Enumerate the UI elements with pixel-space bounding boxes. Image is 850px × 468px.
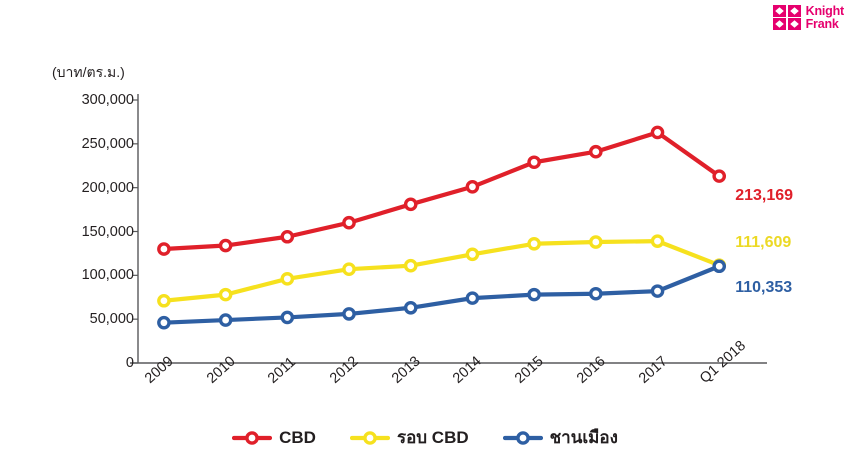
y-axis-tick-label: 150,000 bbox=[81, 223, 134, 240]
y-axis-tick-label: 0 bbox=[125, 355, 134, 371]
data-point-marker bbox=[342, 215, 356, 230]
data-point-marker bbox=[589, 144, 603, 159]
legend-marker-icon bbox=[349, 430, 390, 445]
data-point-marker bbox=[465, 179, 480, 194]
data-point-marker bbox=[527, 287, 541, 302]
logo-line-2: Frank bbox=[805, 16, 839, 31]
data-point-marker bbox=[157, 315, 171, 330]
y-axis-tick-label: 100,000 bbox=[81, 267, 134, 284]
series-line-2 bbox=[161, 264, 722, 325]
series-line-1 bbox=[161, 239, 722, 303]
data-point-marker bbox=[218, 313, 233, 327]
series-end-value-label: 111,609 bbox=[735, 234, 792, 252]
data-point-marker bbox=[589, 235, 603, 249]
data-point-marker bbox=[527, 155, 541, 170]
data-point-marker bbox=[527, 236, 541, 251]
data-point-marker bbox=[157, 293, 171, 308]
data-point-marker bbox=[403, 258, 418, 273]
y-axis-tick-label: 50,000 bbox=[89, 311, 134, 328]
legend-marker-icon bbox=[232, 430, 273, 445]
data-point-marker bbox=[218, 238, 233, 253]
y-axis-tick-label: 300,000 bbox=[81, 92, 134, 108]
logo-line-1: Knight bbox=[805, 4, 845, 18]
series-line-0 bbox=[161, 130, 722, 252]
y-axis-tick-label: 200,000 bbox=[81, 179, 134, 196]
data-point-marker bbox=[280, 229, 295, 244]
data-point-marker bbox=[650, 284, 665, 298]
series-end-value-label: 213,169 bbox=[735, 187, 794, 205]
data-point-marker bbox=[465, 291, 480, 305]
data-point-marker bbox=[157, 242, 171, 256]
y-axis-tick-label: 250,000 bbox=[81, 135, 134, 152]
data-point-marker bbox=[589, 286, 603, 301]
data-point-marker bbox=[650, 234, 665, 248]
legend-item[interactable]: ชานเมือง bbox=[502, 424, 618, 451]
data-point-marker bbox=[403, 300, 418, 315]
data-point-marker bbox=[218, 287, 233, 302]
data-point-marker bbox=[342, 307, 356, 321]
y-axis-title: (บาท/ตร.ม.) bbox=[52, 64, 125, 80]
data-point-marker bbox=[280, 272, 295, 286]
logo-wordmark: Knight Frank bbox=[805, 4, 845, 31]
knight-frank-logo-icon bbox=[772, 5, 801, 30]
legend-marker-icon bbox=[502, 430, 543, 445]
legend-item[interactable]: CBD bbox=[232, 428, 316, 448]
legend-label: CBD bbox=[279, 427, 316, 447]
data-point-marker bbox=[342, 262, 356, 276]
data-point-marker bbox=[650, 125, 665, 140]
data-point-marker bbox=[403, 197, 418, 212]
knight-frank-logo: Knight Frank bbox=[772, 4, 844, 31]
data-point-marker bbox=[712, 169, 727, 183]
data-point-marker bbox=[280, 310, 295, 325]
legend-item[interactable]: รอบ CBD bbox=[349, 424, 469, 451]
legend-label: รอบ CBD bbox=[396, 428, 469, 447]
series-end-value-label: 110,353 bbox=[735, 279, 793, 297]
chart-legend: CBD รอบ CBD ชานเมือง bbox=[0, 424, 850, 451]
data-point-marker bbox=[465, 247, 480, 262]
data-point-marker bbox=[712, 259, 727, 274]
y-axis-ticks: 0 50,000 100,000 150,000 200,000 250,000 300,0… bbox=[42, 0, 134, 468]
legend-label: ชานเมือง bbox=[549, 428, 618, 447]
